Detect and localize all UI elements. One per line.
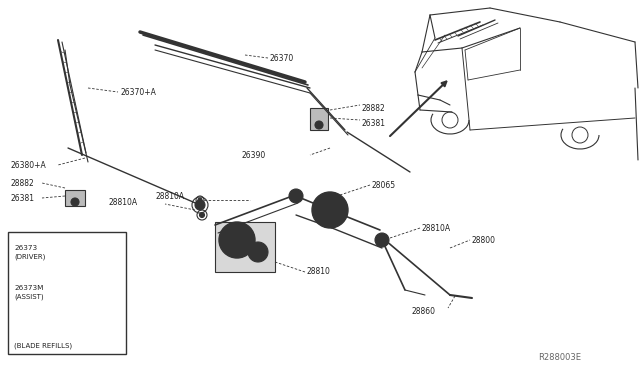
- Circle shape: [324, 204, 336, 216]
- Circle shape: [219, 222, 255, 258]
- Circle shape: [289, 189, 303, 203]
- Circle shape: [198, 198, 202, 202]
- Text: (ASSIST): (ASSIST): [14, 294, 44, 300]
- Text: 26370: 26370: [270, 54, 294, 62]
- Text: 28810: 28810: [307, 267, 331, 276]
- Circle shape: [200, 212, 205, 218]
- Text: 26381: 26381: [362, 119, 386, 128]
- Bar: [65, 190, 85, 206]
- Bar: [215, 222, 275, 272]
- Text: 28810A: 28810A: [155, 192, 184, 201]
- Text: (DRIVER): (DRIVER): [14, 254, 45, 260]
- Circle shape: [223, 226, 267, 270]
- Text: 26380+A: 26380+A: [10, 160, 45, 170]
- Circle shape: [195, 200, 205, 210]
- Circle shape: [238, 241, 252, 255]
- Circle shape: [315, 121, 323, 129]
- Text: 26381: 26381: [10, 193, 34, 202]
- Circle shape: [312, 192, 348, 228]
- Text: 26373: 26373: [14, 245, 37, 251]
- Text: 26390: 26390: [242, 151, 266, 160]
- Circle shape: [71, 198, 79, 206]
- Text: R288003E: R288003E: [538, 353, 581, 362]
- Text: 28810A: 28810A: [422, 224, 451, 232]
- Text: (BLADE REFILLS): (BLADE REFILLS): [14, 343, 72, 349]
- Circle shape: [231, 234, 243, 246]
- Text: 28882: 28882: [10, 179, 34, 187]
- Bar: [8, 232, 126, 354]
- Text: 26373M: 26373M: [14, 285, 44, 291]
- Text: 28800: 28800: [472, 235, 496, 244]
- Circle shape: [375, 233, 389, 247]
- Text: 28860: 28860: [412, 308, 436, 317]
- Text: 26370+A: 26370+A: [120, 87, 156, 96]
- Text: 28065: 28065: [372, 180, 396, 189]
- Text: 28882: 28882: [362, 103, 386, 112]
- Circle shape: [248, 242, 268, 262]
- Bar: [310, 108, 328, 130]
- Text: 28810A: 28810A: [108, 198, 137, 206]
